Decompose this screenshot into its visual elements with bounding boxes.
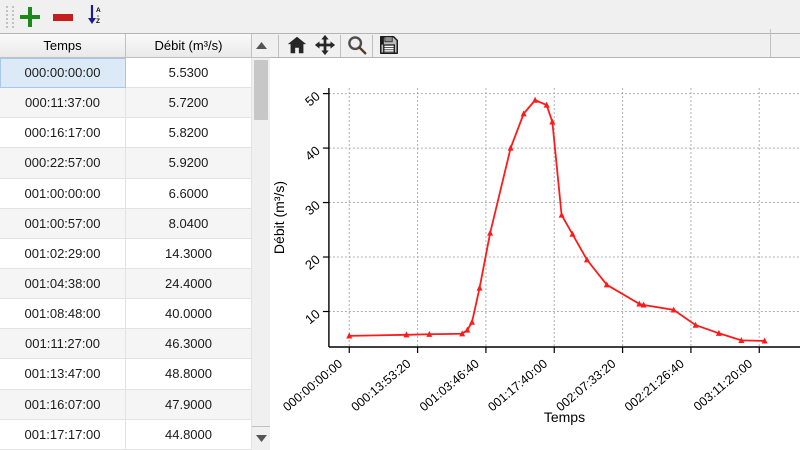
svg-text:000:13:53:20: 000:13:53:20 bbox=[349, 357, 414, 415]
svg-text:002:21:26:40: 002:21:26:40 bbox=[622, 357, 687, 415]
svg-text:20: 20 bbox=[302, 252, 323, 273]
svg-text:003:11:20:00: 003:11:20:00 bbox=[691, 357, 755, 414]
svg-text:000:00:00:00: 000:00:00:00 bbox=[280, 357, 345, 415]
svg-text:001:03:46:40: 001:03:46:40 bbox=[417, 357, 482, 415]
svg-text:50: 50 bbox=[302, 88, 323, 109]
svg-text:Z: Z bbox=[96, 18, 100, 25]
svg-text:10: 10 bbox=[302, 306, 323, 327]
svg-text:30: 30 bbox=[302, 197, 323, 218]
svg-text:Débit (m³/s): Débit (m³/s) bbox=[271, 181, 287, 254]
svg-text:A: A bbox=[96, 7, 101, 14]
svg-text:Temps: Temps bbox=[544, 409, 585, 425]
svg-text:40: 40 bbox=[302, 143, 323, 164]
svg-text:002:07:33:20: 002:07:33:20 bbox=[554, 357, 619, 415]
svg-text:001:17:40:00: 001:17:40:00 bbox=[485, 357, 550, 415]
